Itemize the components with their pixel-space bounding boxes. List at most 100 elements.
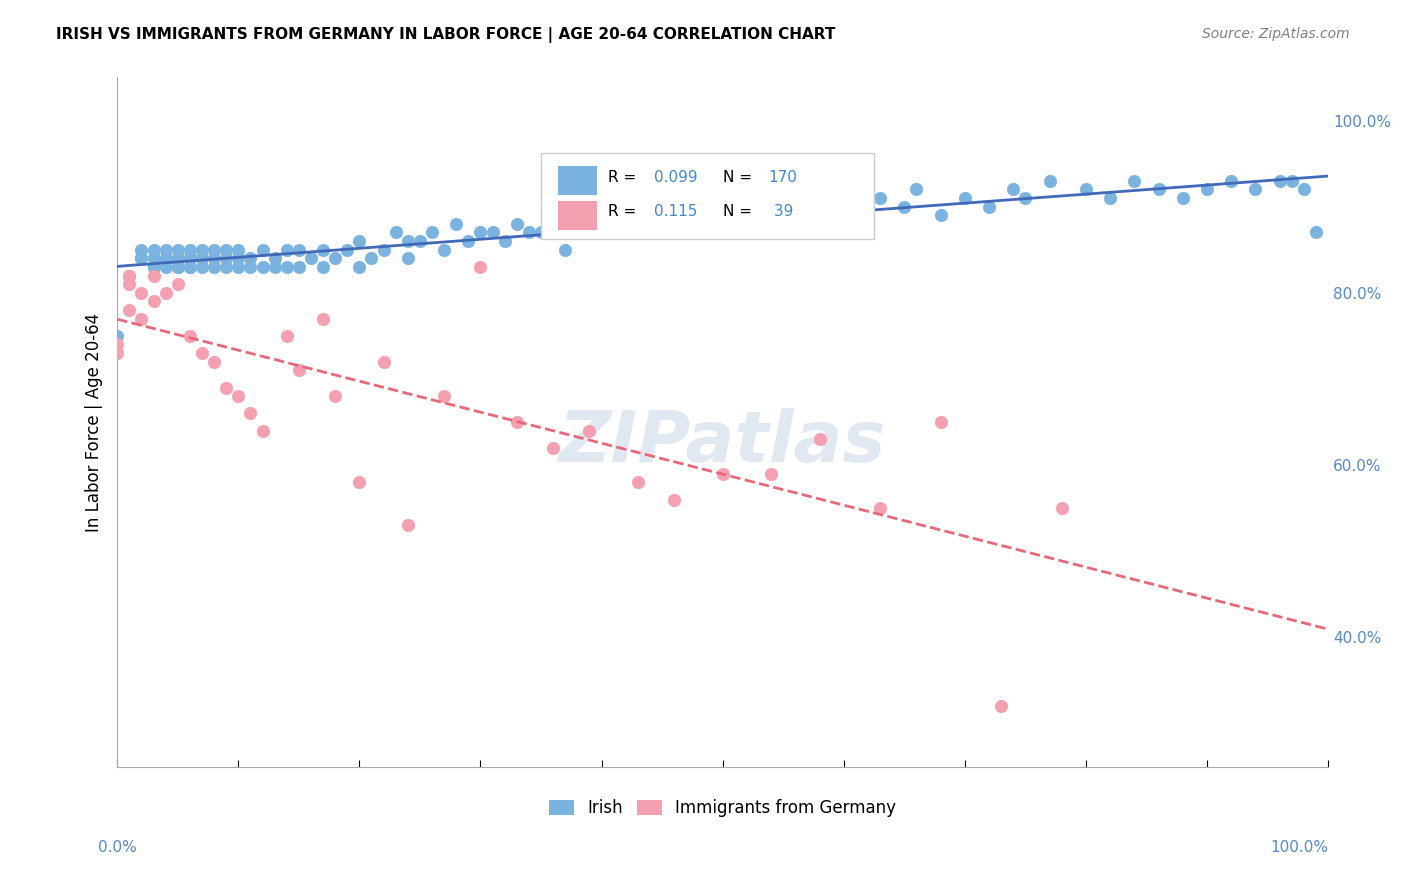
Point	[735, 208, 758, 222]
Point	[239, 252, 262, 266]
Text: 39: 39	[769, 204, 793, 219]
Point	[155, 243, 177, 257]
Point	[953, 191, 976, 205]
Point	[470, 260, 492, 274]
Point	[772, 200, 794, 214]
Point	[166, 260, 188, 274]
Point	[360, 252, 382, 266]
Point	[142, 260, 165, 274]
Point	[142, 252, 165, 266]
Point	[384, 226, 406, 240]
Point	[748, 217, 770, 231]
Point	[759, 467, 782, 481]
Text: 0.099: 0.099	[654, 169, 697, 185]
Point	[905, 182, 928, 196]
Point	[711, 467, 734, 481]
Point	[1268, 174, 1291, 188]
Point	[155, 252, 177, 266]
Point	[711, 226, 734, 240]
Point	[409, 234, 432, 248]
Point	[506, 415, 529, 429]
Point	[191, 243, 214, 257]
Point	[1305, 226, 1327, 240]
Point	[990, 699, 1012, 714]
Point	[541, 441, 564, 455]
Point	[1195, 182, 1218, 196]
Point	[252, 243, 274, 257]
Text: IRISH VS IMMIGRANTS FROM GERMANY IN LABOR FORCE | AGE 20-64 CORRELATION CHART: IRISH VS IMMIGRANTS FROM GERMANY IN LABO…	[56, 27, 835, 43]
Point	[457, 234, 479, 248]
Point	[312, 243, 335, 257]
Point	[517, 226, 540, 240]
Point	[276, 243, 298, 257]
Point	[832, 200, 855, 214]
Point	[312, 311, 335, 326]
Point	[226, 243, 249, 257]
Point	[299, 252, 322, 266]
Point	[506, 217, 529, 231]
Point	[1292, 182, 1315, 196]
Point	[470, 226, 492, 240]
Point	[202, 252, 225, 266]
FancyBboxPatch shape	[558, 166, 596, 195]
Point	[1014, 191, 1036, 205]
Point	[808, 432, 831, 446]
Point	[929, 415, 952, 429]
Point	[1171, 191, 1194, 205]
Point	[142, 260, 165, 274]
Point	[105, 346, 128, 360]
Point	[263, 252, 285, 266]
Point	[1039, 174, 1062, 188]
Point	[142, 268, 165, 283]
Point	[929, 208, 952, 222]
Point	[1050, 501, 1073, 516]
Point	[446, 217, 468, 231]
Point	[179, 260, 201, 274]
Point	[433, 243, 456, 257]
Point	[288, 363, 311, 377]
Point	[567, 217, 589, 231]
Point	[1281, 174, 1303, 188]
Point	[276, 329, 298, 343]
Point	[433, 389, 456, 403]
Point	[349, 234, 371, 248]
Point	[420, 226, 443, 240]
Point	[627, 475, 650, 490]
Point	[349, 475, 371, 490]
Point	[105, 329, 128, 343]
Point	[166, 252, 188, 266]
Point	[312, 260, 335, 274]
Point	[202, 243, 225, 257]
Text: Source: ZipAtlas.com: Source: ZipAtlas.com	[1202, 27, 1350, 41]
Point	[155, 260, 177, 274]
Point	[1074, 182, 1097, 196]
Point	[191, 346, 214, 360]
Point	[191, 260, 214, 274]
Point	[166, 277, 188, 292]
Point	[118, 268, 141, 283]
Point	[276, 260, 298, 274]
Point	[396, 252, 419, 266]
Point	[530, 226, 553, 240]
Point	[591, 217, 613, 231]
Legend: Irish, Immigrants from Germany: Irish, Immigrants from Germany	[543, 792, 903, 823]
Point	[664, 492, 686, 507]
Point	[1123, 174, 1146, 188]
Point	[554, 243, 576, 257]
Point	[105, 337, 128, 351]
Point	[202, 354, 225, 368]
Point	[179, 243, 201, 257]
Text: N =: N =	[723, 169, 756, 185]
Point	[1220, 174, 1243, 188]
Point	[239, 406, 262, 420]
Point	[215, 243, 238, 257]
Point	[118, 303, 141, 318]
Point	[191, 252, 214, 266]
Point	[699, 200, 721, 214]
Point	[131, 243, 153, 257]
Point	[638, 217, 661, 231]
Point	[578, 424, 600, 438]
Point	[627, 208, 650, 222]
Point	[131, 285, 153, 300]
Point	[796, 208, 818, 222]
